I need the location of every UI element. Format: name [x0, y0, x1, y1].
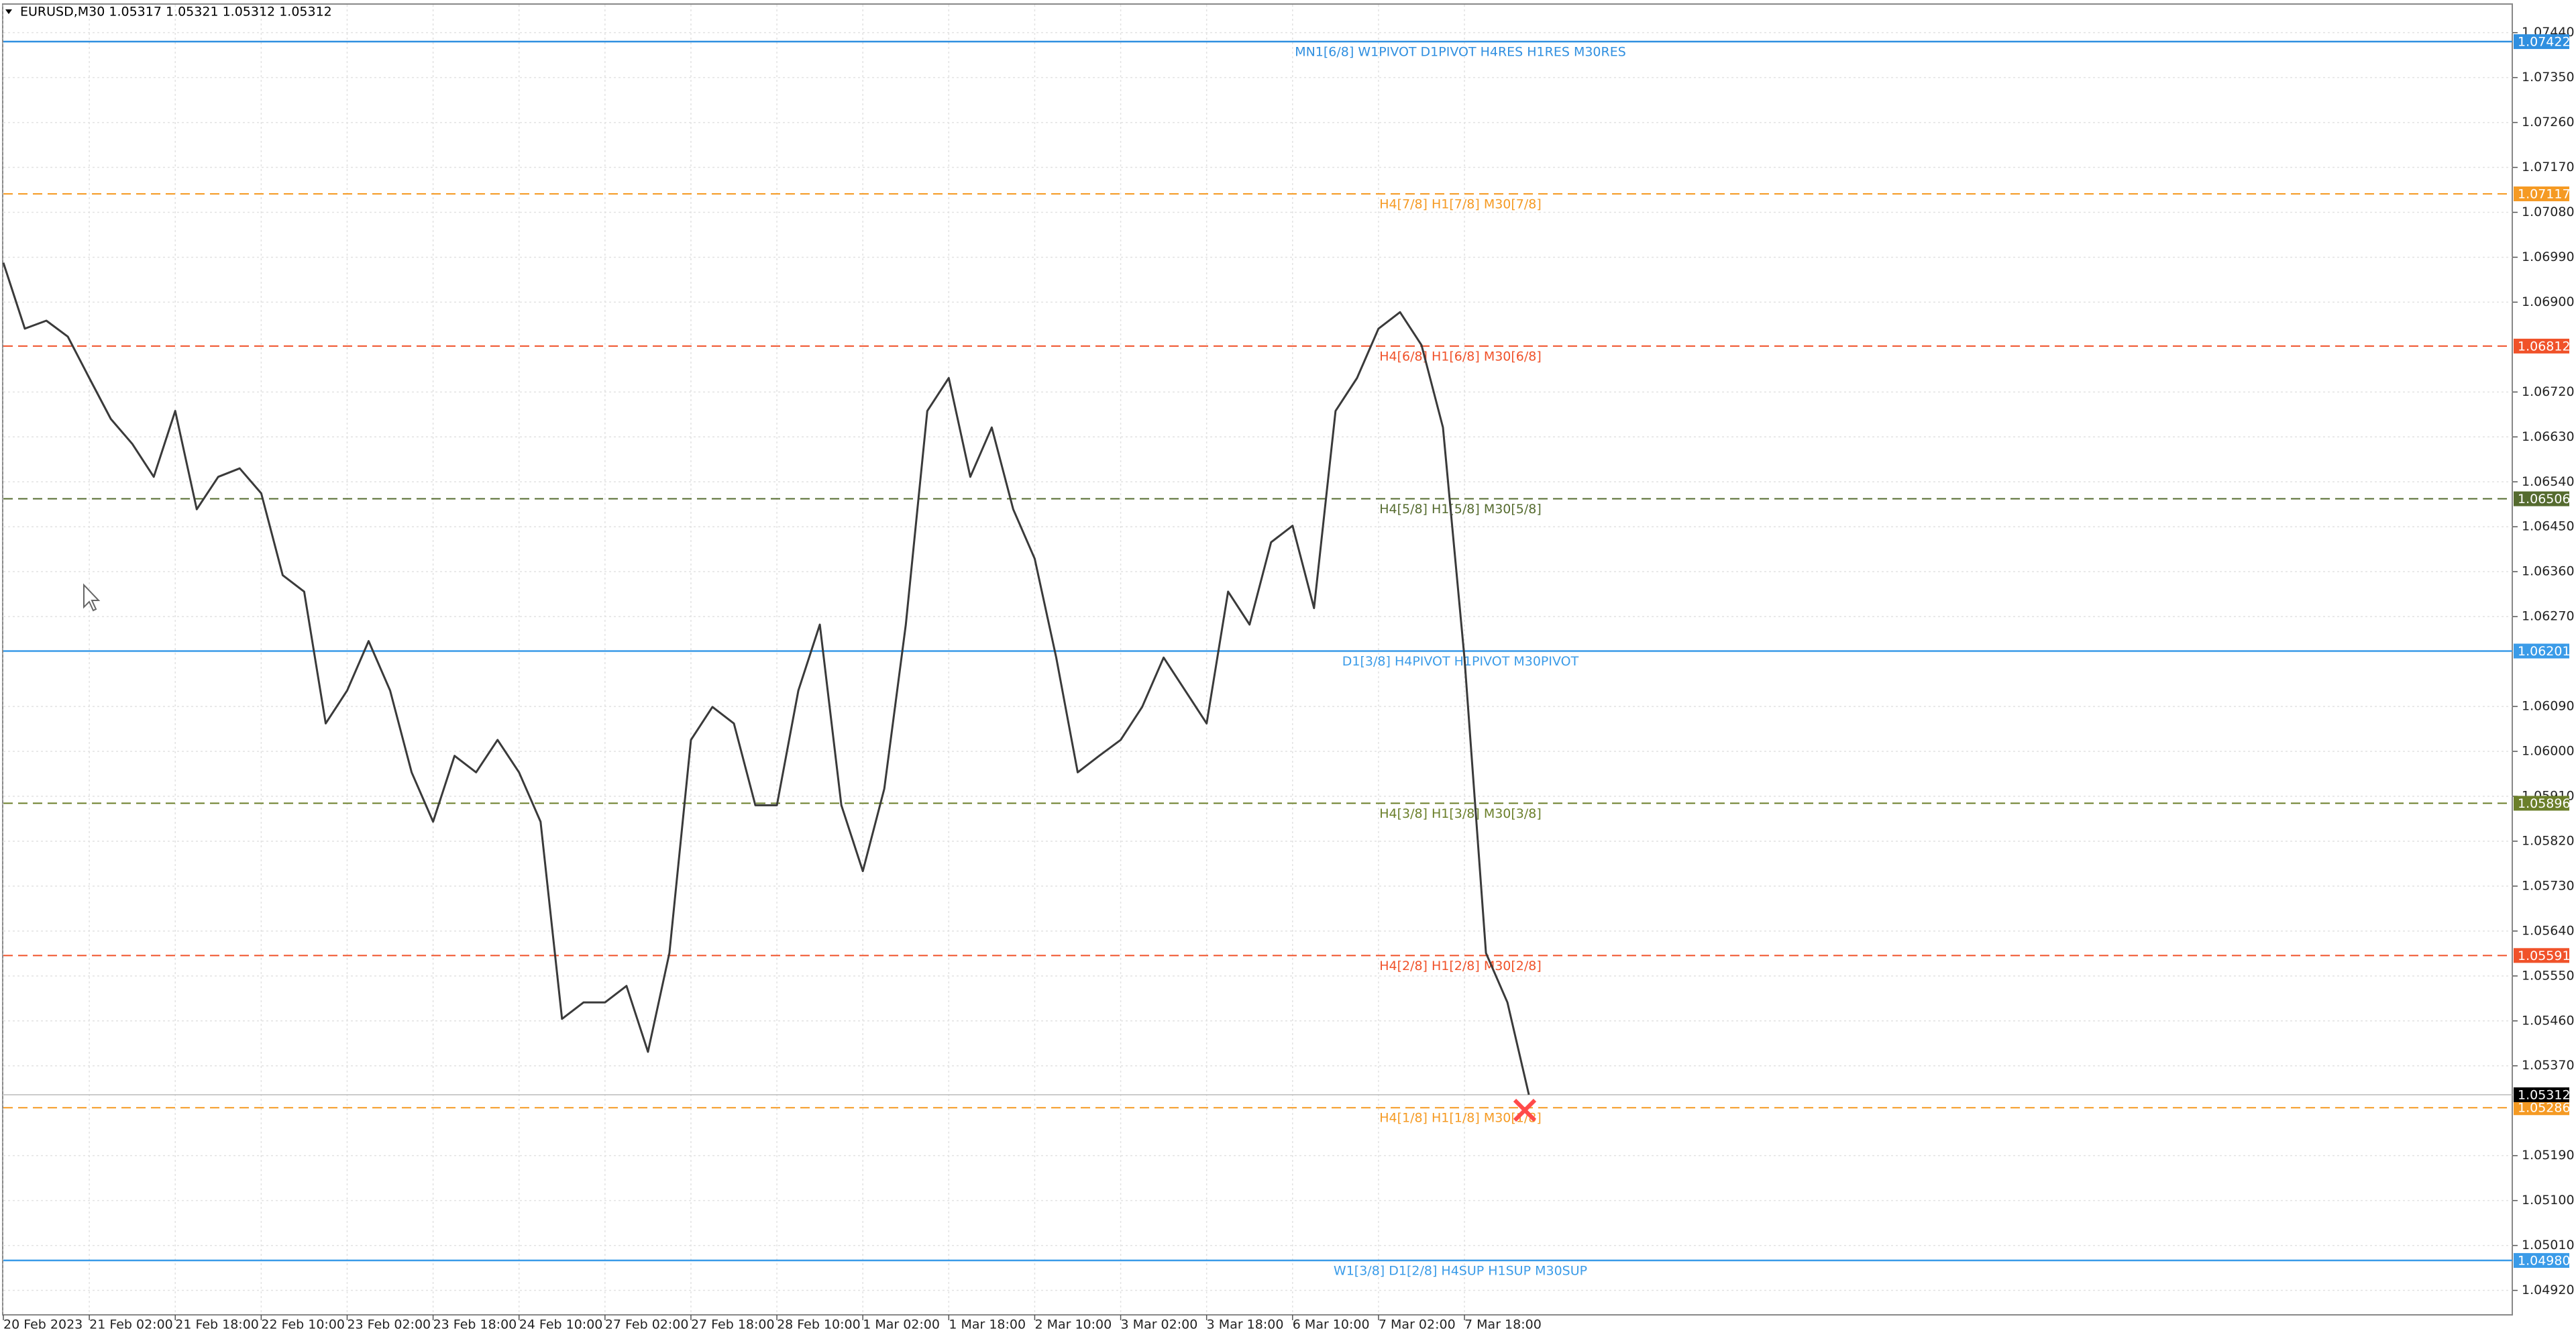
y-tick-label: 1.05100	[2522, 1193, 2575, 1208]
plot: 1.074401.073501.072601.071701.070801.069…	[2, 5, 2575, 1332]
y-tick-label: 1.05460	[2522, 1013, 2575, 1028]
y-tick-label: 1.07170	[2522, 160, 2575, 174]
price-box-label: 1.07117	[2518, 186, 2571, 201]
y-tick-label: 1.05730	[2522, 878, 2575, 893]
cursor	[83, 583, 101, 612]
level-label: H4[7/8] H1[7/8] M30[7/8]	[1379, 197, 1542, 211]
level-label: D1[3/8] H4PIVOT H1PIVOT M30PIVOT	[1342, 654, 1579, 669]
y-tick-label: 1.06270	[2522, 609, 2575, 624]
x-tick-label: 22 Feb 10:00	[261, 1318, 345, 1332]
level-label: H4[6/8] H1[6/8] M30[6/8]	[1379, 349, 1542, 364]
y-tick-label: 1.07080	[2522, 205, 2575, 219]
last-price-label: 1.05312	[2518, 1087, 2571, 1102]
price-box	[2514, 1252, 2569, 1268]
price-box	[2514, 34, 2569, 50]
price-box-label: 1.05286	[2518, 1101, 2571, 1116]
y-tick-label: 1.05550	[2522, 968, 2575, 983]
price-box	[2514, 948, 2569, 963]
y-tick-label: 1.07350	[2522, 70, 2575, 85]
y-tick-label: 1.06630	[2522, 429, 2575, 444]
level-label: W1[3/8] D1[2/8] H4SUP H1SUP M30SUP	[1334, 1263, 1587, 1278]
x-tick-label: 21 Feb 02:00	[89, 1318, 173, 1332]
y-tick-label: 1.07260	[2522, 115, 2575, 129]
level-label: H4[5/8] H1[5/8] M30[5/8]	[1379, 502, 1542, 517]
price-line	[2, 262, 1530, 1095]
x-tick-label: 3 Mar 18:00	[1207, 1318, 1284, 1332]
price-box	[2514, 1100, 2569, 1116]
menu-arrow	[5, 9, 12, 14]
x-tick-label: 1 Mar 02:00	[863, 1318, 940, 1332]
y-tick-label: 1.05010	[2522, 1238, 2575, 1252]
y-tick-label: 1.06090	[2522, 699, 2575, 714]
price-box-label: 1.05591	[2518, 949, 2571, 963]
y-tick-label: 1.06720	[2522, 384, 2575, 399]
y-tick-label: 1.05820	[2522, 833, 2575, 848]
price-box	[2514, 796, 2569, 811]
x-tick-label: 3 Mar 02:00	[1121, 1318, 1198, 1332]
price-box	[2514, 643, 2569, 659]
price-marker	[1513, 1098, 1537, 1122]
price-box	[2514, 491, 2569, 506]
y-tick-label: 1.06990	[2522, 250, 2575, 264]
plot-frame	[2, 3, 2513, 1316]
price-box	[2514, 186, 2569, 201]
y-tick-label: 1.05190	[2522, 1148, 2575, 1163]
x-tick-label: 24 Feb 10:00	[519, 1318, 603, 1332]
level-label: H4[2/8] H1[2/8] M30[2/8]	[1379, 959, 1542, 973]
x-tick-label: 27 Feb 02:00	[605, 1318, 689, 1332]
price-box-label: 1.06812	[2518, 339, 2571, 354]
y-tick-label: 1.04920	[2522, 1283, 2575, 1297]
x-tick-label: 27 Feb 18:00	[691, 1318, 775, 1332]
x-tick-label: 1 Mar 18:00	[949, 1318, 1026, 1332]
x-tick-label: 2 Mar 10:00	[1034, 1318, 1112, 1332]
y-tick-label: 1.06450	[2522, 519, 2575, 534]
price-box-label: 1.04980	[2518, 1253, 2571, 1268]
price-box-label: 1.05896	[2518, 796, 2571, 811]
y-tick-label: 1.06900	[2522, 294, 2575, 309]
y-tick-label: 1.05370	[2522, 1058, 2575, 1073]
level-label: H4[1/8] H1[1/8] M30[1/8]	[1379, 1111, 1542, 1126]
x-tick-label: 21 Feb 18:00	[175, 1318, 259, 1332]
last-price-box	[2514, 1087, 2569, 1102]
x-tick-label: 7 Mar 02:00	[1379, 1318, 1456, 1332]
x-tick-label: 28 Feb 10:00	[777, 1318, 861, 1332]
marker-stroke	[1513, 1098, 1537, 1122]
x-tick-label: 23 Feb 18:00	[433, 1318, 517, 1332]
y-tick-label: 1.06540	[2522, 474, 2575, 489]
x-tick-label: 7 Mar 18:00	[1464, 1318, 1542, 1332]
level-label: H4[3/8] H1[3/8] M30[3/8]	[1379, 806, 1542, 821]
price-box-label: 1.07422	[2518, 35, 2571, 50]
x-tick-label: 6 Mar 10:00	[1293, 1318, 1370, 1332]
y-tick-label: 1.06000	[2522, 744, 2575, 759]
chart-title: EURUSD,M30 1.05317 1.05321 1.05312 1.053…	[20, 5, 332, 19]
x-tick-label: 23 Feb 02:00	[347, 1318, 431, 1332]
y-tick-label: 1.06360	[2522, 564, 2575, 579]
price-box	[2514, 338, 2569, 354]
level-label: MN1[6/8] W1PIVOT D1PIVOT H4RES H1RES M30…	[1295, 45, 1626, 60]
price-box-label: 1.06201	[2518, 644, 2571, 659]
x-tick-label: 20 Feb 2023	[3, 1318, 83, 1332]
y-tick-label: 1.05640	[2522, 923, 2575, 938]
price-box-label: 1.06506	[2518, 492, 2571, 506]
